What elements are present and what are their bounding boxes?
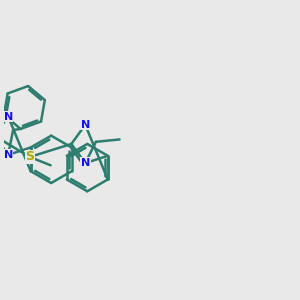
Text: N: N <box>81 158 90 168</box>
Text: N: N <box>81 120 90 130</box>
Text: S: S <box>25 151 34 164</box>
Text: N: N <box>4 112 13 122</box>
Text: N: N <box>4 150 13 160</box>
